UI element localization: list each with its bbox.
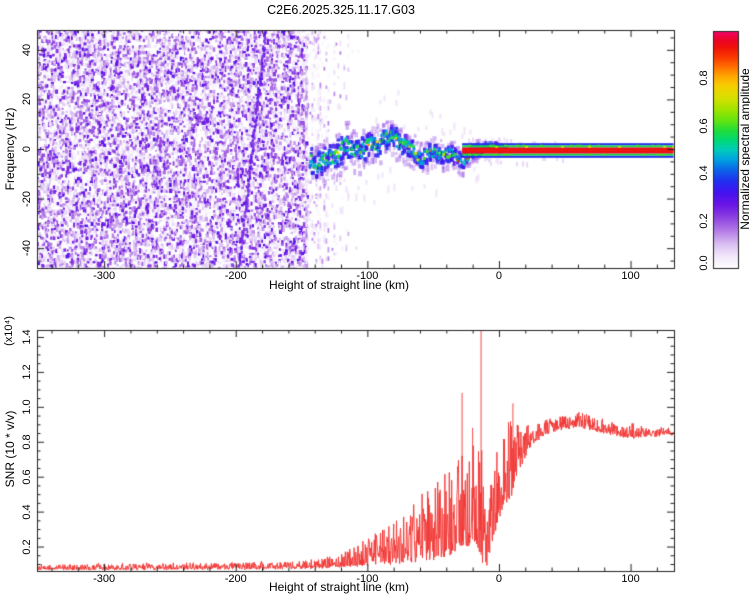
figure-title: C2E6.2025.325.11.17.G03 xyxy=(267,3,415,17)
colorbar-tick-label: 0.4 xyxy=(698,165,710,181)
snr-x-tick-label: -200 xyxy=(224,573,247,585)
snr-y-tick-label: 0.2 xyxy=(21,538,33,555)
spectrogram-x-tick-label: 100 xyxy=(621,270,640,282)
snr-yaxis-scale-label: (x10⁴) xyxy=(3,316,15,346)
colorbar-tick-label: 0.8 xyxy=(698,70,710,87)
snr-y-tick-label: 0.8 xyxy=(21,434,33,450)
snr-y-tick-label: 1.4 xyxy=(21,329,33,345)
spectrogram-y-tick-label: -40 xyxy=(21,240,33,257)
spectrogram-y-tick-label: 0 xyxy=(21,145,33,153)
spectrogram-yaxis-label: Frequency (Hz) xyxy=(3,107,17,191)
snr-x-tick-label: -100 xyxy=(356,573,379,585)
snr-y-tick-label: 0.4 xyxy=(21,503,33,520)
colorbar-tick-label: 0.6 xyxy=(698,118,710,134)
spectrogram-x-tick-label: 0 xyxy=(495,270,503,282)
spectrogram-y-tick-label: 20 xyxy=(21,93,33,106)
spectrogram-x-tick-label: -300 xyxy=(93,270,116,282)
colorbar-tick-label: 0.0 xyxy=(698,255,710,271)
snr-x-tick-label: 0 xyxy=(495,573,503,585)
colorbar-label: Normalized spectral amplitude xyxy=(738,68,750,230)
snr-yaxis-label: SNR (10 * v/v) xyxy=(3,410,17,488)
spectrogram-y-tick-label: -20 xyxy=(21,190,33,207)
spectrogram-y-tick-label: 40 xyxy=(21,43,33,56)
snr-y-tick-label: 1.2 xyxy=(21,364,33,380)
colorbar-tick-label: 0.2 xyxy=(698,212,710,229)
snr-y-tick-label: 1.0 xyxy=(21,399,33,415)
spectrogram-x-tick-label: -100 xyxy=(356,270,379,282)
snr-xaxis-label: Height of straight line (km) xyxy=(268,580,410,594)
snr-x-tick-label: 100 xyxy=(621,573,640,585)
spectrogram-xaxis-label: Height of straight line (km) xyxy=(268,278,410,292)
spectrogram-x-tick-label: -200 xyxy=(224,270,247,282)
snr-y-tick-label: 0.6 xyxy=(21,469,33,485)
snr-x-tick-label: -300 xyxy=(93,573,116,585)
